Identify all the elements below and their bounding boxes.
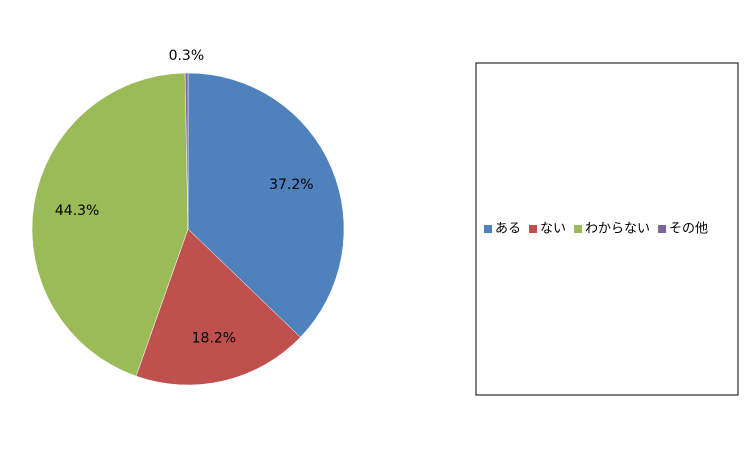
legend-swatch [484,225,492,233]
legend-swatch [574,225,583,233]
legend-box [475,62,739,396]
data-label: 37.2% [269,177,313,193]
legend-swatch [658,225,667,233]
pie-slice [135,228,301,386]
legend-label: その他 [669,222,708,237]
legend-label: ある [495,222,521,237]
data-label: 18.2% [192,330,236,346]
legend-swatch [529,225,538,233]
legend-label: ない [540,222,566,237]
data-label: 44.3% [55,203,99,219]
pie-slice [187,72,345,338]
data-label: 0.3% [169,48,205,64]
legend-label: わからない [585,222,650,237]
pie-slice [184,72,189,230]
pie-slice [31,72,189,377]
